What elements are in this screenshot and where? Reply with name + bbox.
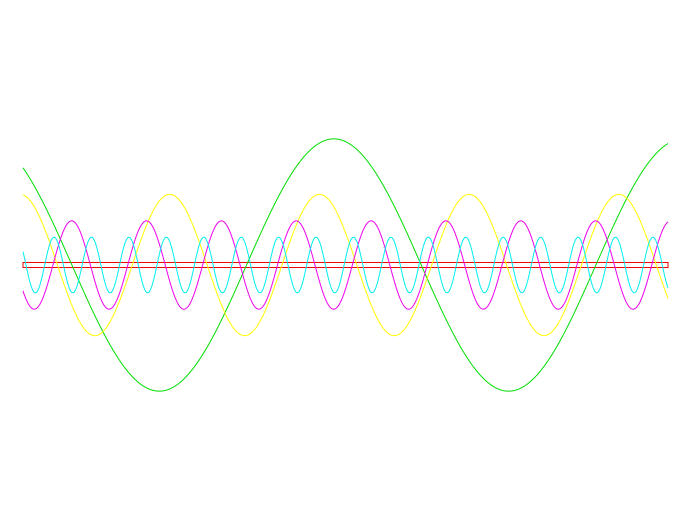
reference-band <box>22 261 669 269</box>
series-layer <box>22 138 669 392</box>
wave-cyan <box>22 236 669 294</box>
wave-green <box>22 138 669 392</box>
wave-magenta <box>22 220 669 310</box>
wave-yellow <box>22 193 669 337</box>
